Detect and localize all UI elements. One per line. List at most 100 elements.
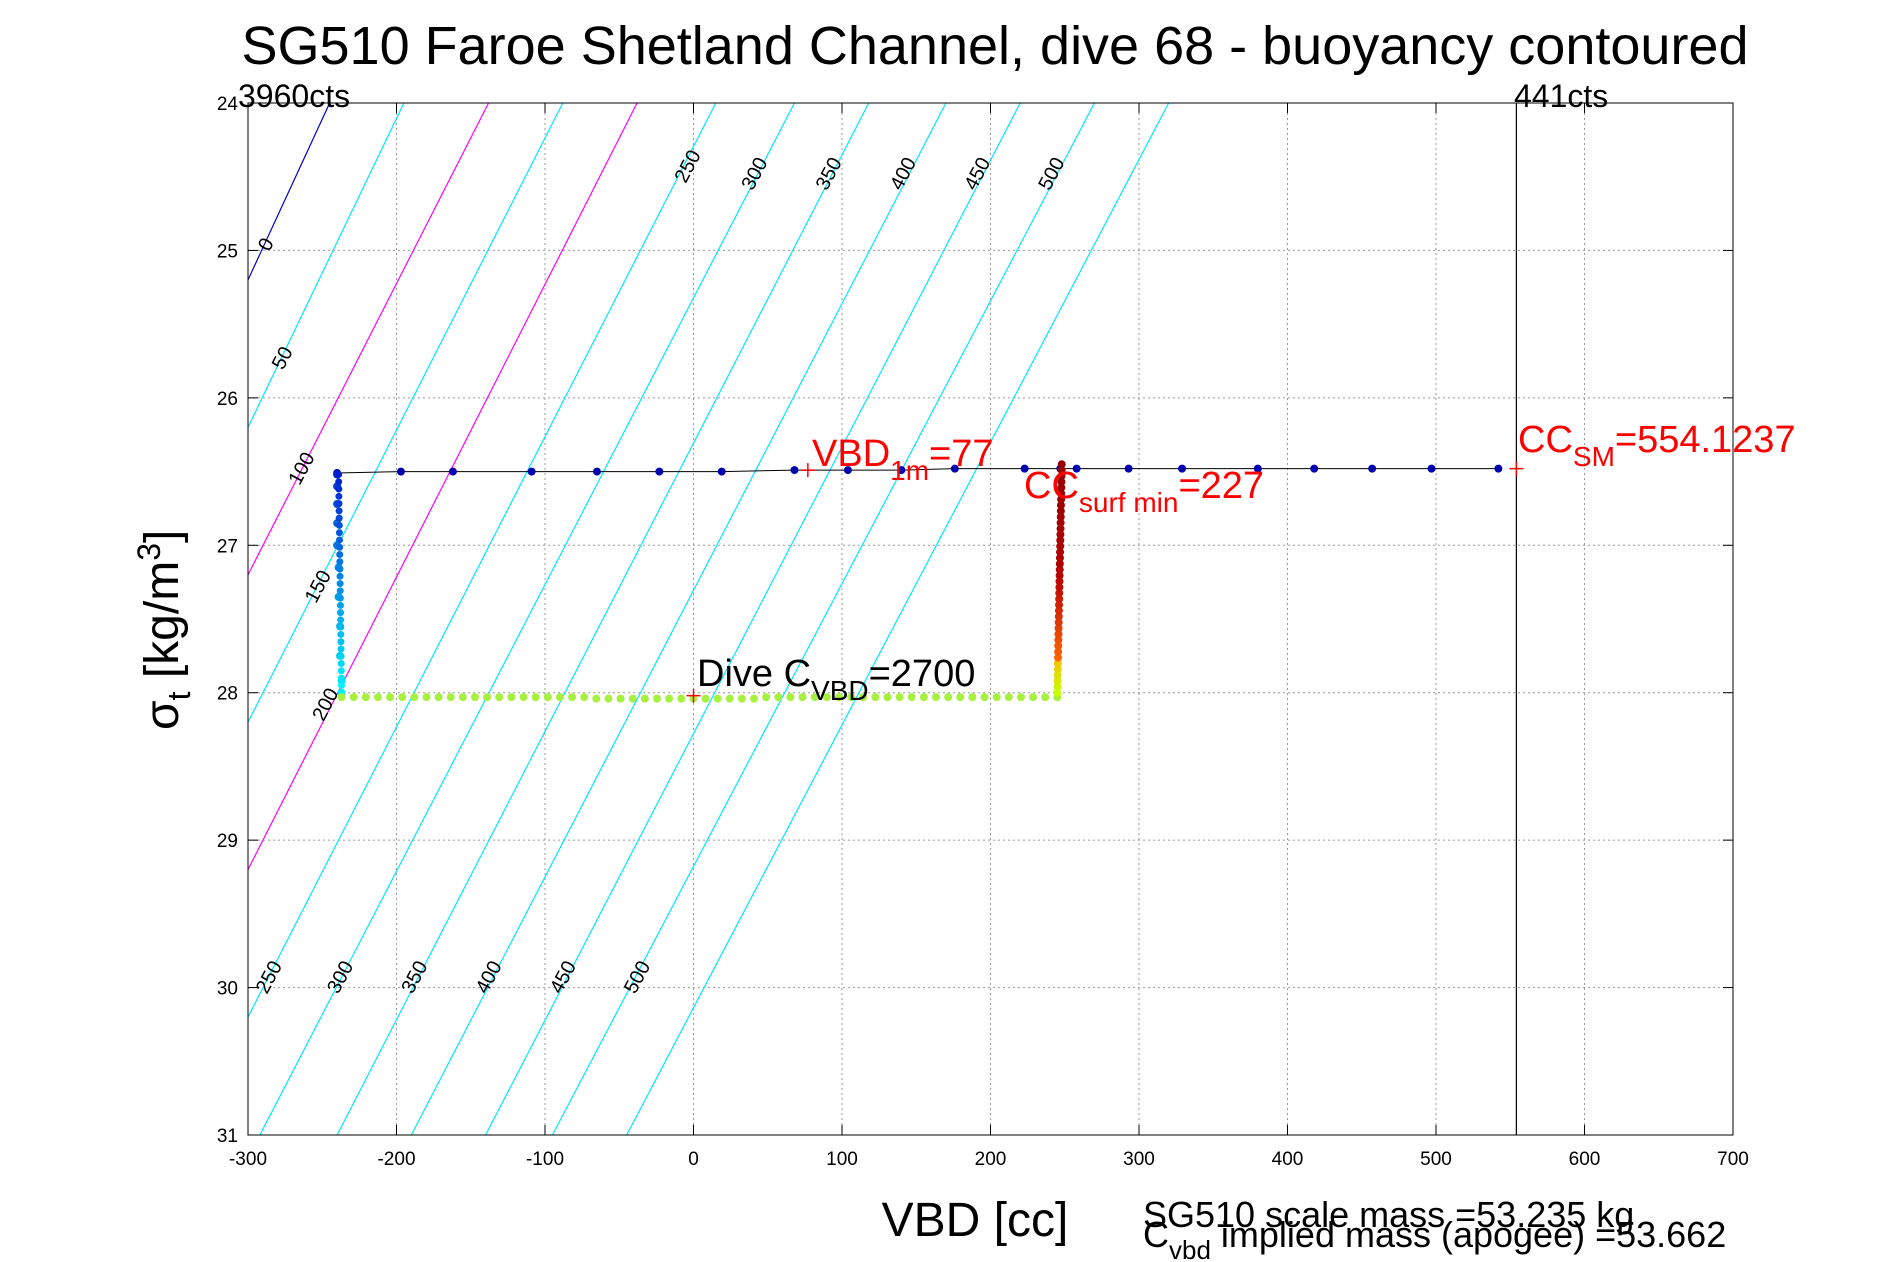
- tick-layer: -300 -200 -100 0 100 200 300 400 500 600 700 24 25 26…: [217, 94, 1749, 1170]
- y-tick-label: 25: [217, 241, 238, 262]
- deep-point: [847, 693, 856, 702]
- surface-point: [1427, 464, 1436, 473]
- deep-point: [410, 693, 419, 702]
- ascent-point: [1056, 536, 1065, 545]
- deep-point: [616, 694, 625, 703]
- ascent-point: [1053, 665, 1062, 674]
- y-tick-label: 30: [217, 979, 238, 1000]
- deep-point: [1004, 693, 1013, 702]
- descent-dense-point: [336, 558, 344, 566]
- x-tick-label: -300: [229, 1149, 267, 1170]
- descent-dense-point: [336, 594, 344, 602]
- deep-point: [434, 693, 443, 702]
- deep-point: [859, 693, 868, 702]
- descent-dense-point: [335, 529, 343, 537]
- surface-point: [1072, 464, 1081, 473]
- annotation-cc-sm-rest: =554.1237: [1615, 419, 1796, 461]
- annotation-dive-c-rest: =2700: [869, 653, 976, 695]
- buoyancy-contour-line: [248, 103, 564, 723]
- descent-dense-point: [337, 623, 345, 631]
- x-tick-label: 700: [1717, 1149, 1749, 1170]
- deep-point: [592, 694, 601, 703]
- annotation-vbd-1m-rest: =77: [929, 433, 993, 475]
- surface-point: [655, 467, 664, 476]
- ascent-point: [1056, 507, 1065, 516]
- deep-point: [932, 693, 941, 702]
- y-axis-label-close: ]: [136, 530, 189, 543]
- deep-point: [337, 693, 346, 702]
- ascent-point: [1057, 495, 1066, 504]
- ascent-point: [1053, 671, 1062, 680]
- ascent-point: [1055, 559, 1064, 568]
- ascent-point: [1057, 460, 1066, 469]
- ascent-point: [1054, 653, 1063, 662]
- deep-point: [822, 693, 831, 702]
- ascent-point: [1055, 577, 1064, 586]
- x-tick-label: 100: [826, 1149, 858, 1170]
- y-tick-label: 26: [217, 389, 238, 410]
- ascent-point: [1055, 571, 1064, 580]
- deep-point: [677, 694, 686, 703]
- ascent-point: [1055, 553, 1064, 562]
- descent-dense-point: [337, 652, 345, 660]
- descent-dense-point: [335, 500, 343, 508]
- ascent-point: [1057, 477, 1066, 486]
- y-tick-label: 28: [217, 684, 238, 705]
- ascent-point: [1055, 600, 1064, 609]
- surface-point: [1178, 464, 1187, 473]
- buoyancy-contour-line: [626, 103, 1170, 1135]
- deep-point: [519, 693, 528, 702]
- deep-point: [871, 693, 880, 702]
- x-tick-label: -200: [377, 1149, 415, 1170]
- deep-point: [652, 694, 661, 703]
- annotation-cc-surf-main: CC: [1024, 465, 1079, 507]
- chart-title: SG510 Faroe Shetland Channel, dive 68 - …: [242, 16, 1749, 76]
- deep-point: [737, 694, 746, 703]
- descent-dense-point: [335, 521, 343, 529]
- descent-dense-point: [336, 572, 344, 580]
- surface-point: [790, 466, 799, 475]
- deep-point: [361, 693, 370, 702]
- implied-mass-label: Cvbd implied mass (apogee) =53.662: [1143, 1214, 1726, 1262]
- surface-point: [1310, 464, 1319, 473]
- deep-point: [543, 693, 552, 702]
- descent-dense-point: [336, 587, 344, 595]
- y-tick-label: 29: [217, 831, 238, 852]
- buoyancy-contour-line: [259, 103, 796, 1135]
- surface-point: [1253, 464, 1262, 473]
- y-tick-label: 24: [217, 94, 239, 115]
- annotation-cc-surf-rest: =227: [1178, 465, 1264, 507]
- ascent-point: [1054, 612, 1063, 621]
- descent-dense-point: [336, 601, 344, 609]
- surface-point: [717, 467, 726, 476]
- ascent-point: [1054, 641, 1063, 650]
- x-tick-label: 600: [1569, 1149, 1601, 1170]
- buoyancy-contour-line: [248, 103, 490, 576]
- surface-point: [448, 467, 457, 476]
- descent-dense-point: [335, 507, 343, 515]
- ascent-point: [1054, 618, 1063, 627]
- deep-point: [483, 693, 492, 702]
- ascent-point: [1055, 589, 1064, 598]
- annotation-cc-sm-sub: SM: [1573, 441, 1615, 472]
- ascent-point: [1057, 483, 1066, 492]
- surface-point: [1124, 464, 1133, 473]
- implied-mass-rest: implied mass (apogee) =53.662: [1211, 1214, 1726, 1255]
- deep-point: [386, 693, 395, 702]
- ascent-point: [1054, 647, 1063, 656]
- descent-dense-point: [335, 514, 343, 522]
- ascent-point: [1056, 530, 1065, 539]
- descent-dense-point: [338, 681, 346, 689]
- annotation-cc-surf-sub: surf min: [1079, 487, 1179, 518]
- deep-point: [373, 693, 382, 702]
- x-axis-label: VBD [cc]: [882, 1194, 1069, 1247]
- deep-point: [895, 693, 904, 702]
- buoyancy-contour-line: [551, 103, 1095, 1135]
- ascent-point: [1056, 542, 1065, 551]
- ascent-point: [1054, 624, 1063, 633]
- x-tick-label: -100: [526, 1149, 564, 1170]
- deep-point: [628, 694, 637, 703]
- descent-dense-point: [337, 609, 345, 617]
